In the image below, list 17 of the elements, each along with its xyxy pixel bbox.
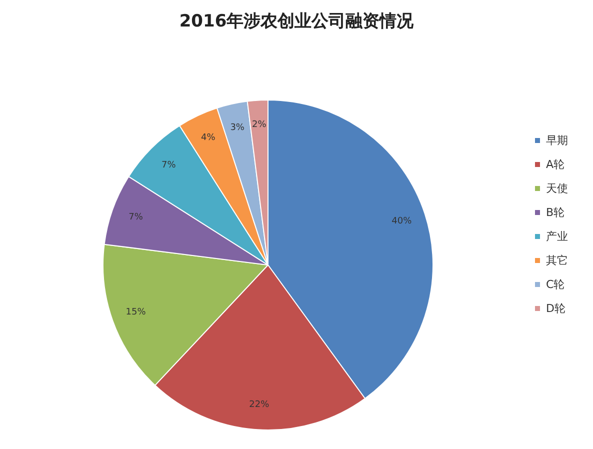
legend-label: A轮 bbox=[546, 158, 565, 171]
legend-label: D轮 bbox=[546, 302, 566, 315]
data-label: 3% bbox=[230, 122, 245, 133]
data-label: 22% bbox=[249, 400, 270, 410]
data-label: 15% bbox=[126, 308, 146, 318]
chart-title: 2016年涉农创业公司融资情况 bbox=[179, 12, 415, 32]
legend-label: 其它 bbox=[546, 254, 568, 267]
legend-label: 天使 bbox=[546, 182, 568, 195]
data-label: 4% bbox=[201, 132, 216, 143]
legend-label: 早期 bbox=[546, 134, 568, 147]
legend-label: B轮 bbox=[546, 206, 565, 219]
legend-label: 产业 bbox=[546, 230, 568, 243]
data-label: 40% bbox=[392, 216, 412, 227]
data-label: 7% bbox=[128, 212, 144, 222]
data-label: 7% bbox=[162, 160, 176, 171]
legend-label: C轮 bbox=[546, 278, 565, 291]
data-label: 2% bbox=[252, 120, 267, 130]
